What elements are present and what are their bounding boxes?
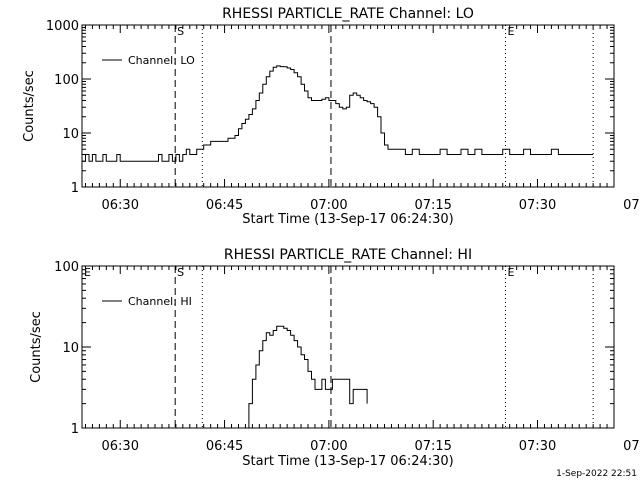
x-tick-label: 07:15 xyxy=(414,439,451,454)
x-tick-label: 07:00 xyxy=(310,439,347,454)
x-tick-label: 06:30 xyxy=(102,198,139,213)
y-tick-label: 10 xyxy=(62,341,79,356)
y-tick-label: 1 xyxy=(71,181,79,196)
marker-label: E xyxy=(508,266,515,279)
legend-label: Channel: LO xyxy=(128,54,195,67)
x-tick-label: 07:15 xyxy=(414,198,451,213)
y-tick-label: 1000 xyxy=(46,19,79,34)
x-tick-label: 06:45 xyxy=(206,439,243,454)
y-tick-label: 10 xyxy=(62,127,79,142)
y-axis-label: Counts/sec xyxy=(22,70,37,142)
x-tick-label: 07:45 xyxy=(623,439,640,454)
marker-label: E xyxy=(508,25,515,38)
x-tick-label: 06:30 xyxy=(102,439,139,454)
x-axis-label: Start Time (13-Sep-17 06:24:30) xyxy=(242,454,453,469)
marker-label: S xyxy=(177,266,184,279)
y-tick-label: 100 xyxy=(54,73,79,88)
chart-title: RHESSI PARTICLE_RATE Channel: HI xyxy=(224,247,472,263)
y-tick-label: 1 xyxy=(71,422,79,437)
marker-label: E xyxy=(84,266,91,279)
legend-label: Channel: HI xyxy=(128,295,192,308)
plot-frame xyxy=(81,24,615,188)
x-tick-label: 07:00 xyxy=(310,198,347,213)
chart-title: RHESSI PARTICLE_RATE Channel: LO xyxy=(222,6,474,22)
marker-label: S xyxy=(177,25,184,38)
panel-hi: RHESSI PARTICLE_RATE Channel: HI 1 10 100 06… xyxy=(29,247,640,469)
x-tick-label: 07:45 xyxy=(623,198,640,213)
y-tick-label: 100 xyxy=(54,260,79,275)
x-tick-label: 07:30 xyxy=(519,198,556,213)
series-line-hi xyxy=(245,325,368,429)
plot-frame xyxy=(81,265,615,429)
x-tick-label: 06:45 xyxy=(206,198,243,213)
y-axis-label: Counts/sec xyxy=(29,311,44,383)
panel-lo: RHESSI PARTICLE_RATE Channel: LO 1 10 100 10… xyxy=(22,6,640,227)
footer-timestamp: 1-Sep-2022 22:51 xyxy=(556,469,637,479)
x-tick-label: 07:30 xyxy=(519,439,556,454)
x-axis-label: Start Time (13-Sep-17 06:24:30) xyxy=(242,212,453,227)
series-line-lo xyxy=(82,65,594,162)
